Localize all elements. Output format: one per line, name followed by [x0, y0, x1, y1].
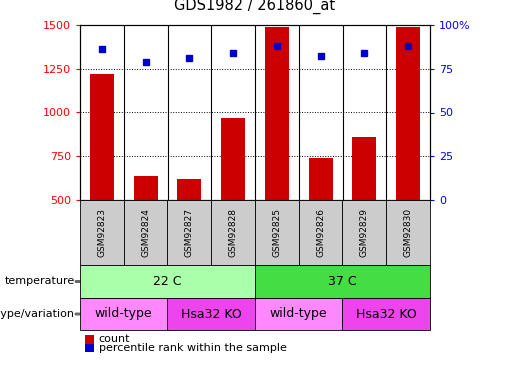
- Text: wild-type: wild-type: [270, 308, 328, 321]
- Bar: [352, 137, 376, 200]
- Text: 22 C: 22 C: [153, 275, 182, 288]
- Text: Hsa32 KO: Hsa32 KO: [356, 308, 417, 321]
- Text: Hsa32 KO: Hsa32 KO: [181, 308, 242, 321]
- Text: GSM92823: GSM92823: [97, 208, 107, 257]
- Text: GSM92825: GSM92825: [272, 208, 281, 257]
- Text: GSM92826: GSM92826: [316, 208, 325, 257]
- Text: GDS1982 / 261860_at: GDS1982 / 261860_at: [175, 0, 336, 14]
- Bar: [90, 74, 114, 200]
- Bar: [396, 27, 420, 200]
- Bar: [308, 158, 333, 200]
- Text: GSM92828: GSM92828: [229, 208, 237, 257]
- Bar: [221, 118, 245, 200]
- Bar: [177, 179, 201, 200]
- Text: wild-type: wild-type: [95, 308, 152, 321]
- Bar: [265, 27, 289, 200]
- Text: count: count: [98, 334, 130, 344]
- Text: GSM92829: GSM92829: [360, 208, 369, 257]
- Bar: [133, 176, 158, 200]
- Text: 37 C: 37 C: [328, 275, 357, 288]
- Text: genotype/variation: genotype/variation: [0, 309, 75, 319]
- Text: GSM92824: GSM92824: [141, 208, 150, 257]
- Text: percentile rank within the sample: percentile rank within the sample: [98, 343, 286, 353]
- Text: temperature: temperature: [5, 276, 75, 286]
- Text: GSM92830: GSM92830: [404, 208, 413, 257]
- Text: GSM92827: GSM92827: [185, 208, 194, 257]
